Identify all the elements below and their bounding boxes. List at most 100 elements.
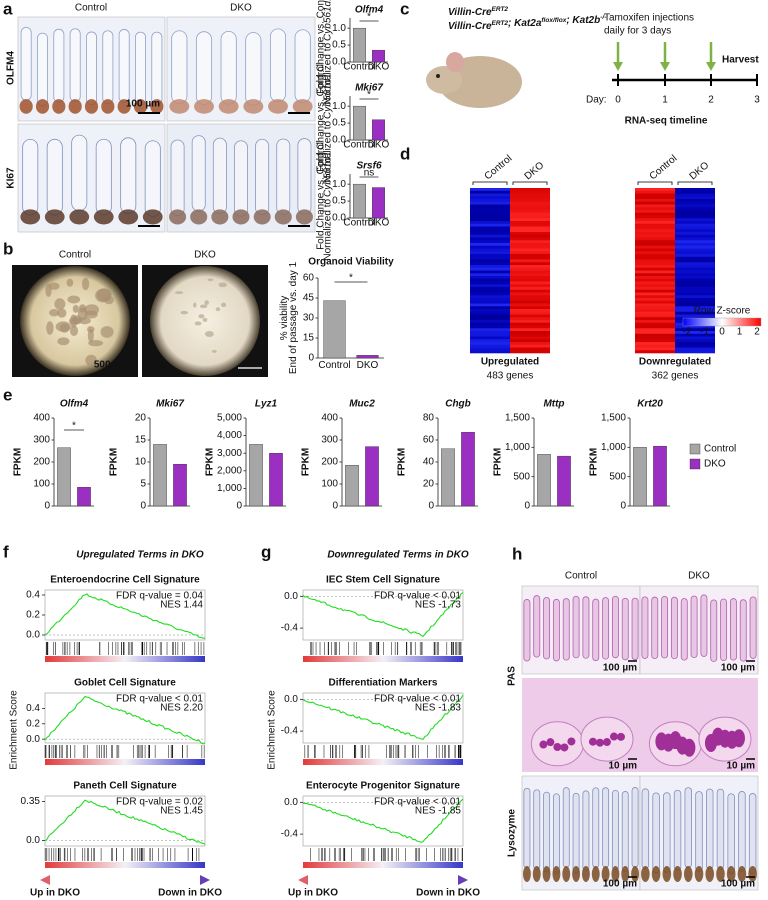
heatmap-cell (510, 320, 550, 324)
heatmap-cell (635, 248, 675, 252)
heatmap-cell (470, 306, 510, 310)
y-axis-label: FPKM (589, 448, 600, 476)
organoid (95, 288, 112, 303)
crypt (194, 99, 214, 114)
y-tick-label: 0.5 (332, 118, 346, 129)
y-tick-label: 80 (423, 413, 435, 424)
heatmap-cell (635, 254, 675, 258)
heatmap-cell (510, 245, 550, 249)
heatmap-cell (635, 325, 675, 329)
heatmap-cell (510, 331, 550, 335)
crypt (169, 209, 187, 225)
villus (220, 30, 237, 105)
column-header: DKO (194, 250, 216, 261)
crypt (44, 209, 65, 225)
goblet-granule (616, 732, 625, 741)
chart-title: Krt20 (637, 399, 663, 410)
y-axis-label: FPKM (109, 448, 120, 476)
column-bracket (677, 181, 713, 185)
y-axis-label-line: Normalized to (322, 199, 333, 261)
heatmap-cell (635, 234, 675, 238)
bar (57, 447, 71, 507)
heatmap-cell (470, 281, 510, 285)
stat-label: NES -1.73 (415, 600, 462, 611)
villus (710, 599, 718, 662)
heatmap-cell (470, 234, 510, 238)
heatmap-cell (675, 339, 715, 343)
villus (706, 788, 714, 870)
heatmap-cell (675, 243, 715, 247)
panel-label: c (400, 0, 409, 18)
debris (194, 321, 202, 326)
micrograph (522, 776, 640, 890)
villus (621, 791, 629, 872)
significance-label: * (349, 273, 353, 284)
villus (245, 32, 262, 106)
heatmap-cell (510, 254, 550, 258)
plot-frame (302, 795, 464, 847)
stat-label: FDR q-value < 0.01 (374, 694, 461, 705)
heatmap-cell (675, 234, 715, 238)
villus (144, 140, 161, 217)
legend-label: Control (704, 444, 736, 455)
bar (365, 446, 379, 507)
heatmap-cell (470, 303, 510, 307)
heatmap-cell (470, 328, 510, 332)
heatmap-cell (470, 251, 510, 255)
crypt (142, 209, 163, 225)
heatmap-cell (510, 295, 550, 299)
genotype-text: ; Kat2a (508, 18, 542, 29)
crypt (19, 99, 33, 114)
note: Tamoxifen injections (604, 13, 694, 24)
y-axis-label: Fold Change vs. ControlNormalized to Cyb5… (315, 142, 333, 261)
heatmap-cell (470, 204, 510, 208)
heatmap-cell (510, 193, 550, 197)
enrichment-curve (302, 694, 464, 741)
organoid (69, 325, 79, 337)
heatmap-cell (675, 344, 715, 348)
injection-arrowhead (613, 62, 623, 71)
mouse-head (426, 66, 462, 94)
y-tick-label: 0.0 (284, 694, 298, 705)
column-header: DKO (230, 3, 252, 14)
heatmap-cell (675, 298, 715, 302)
crypt (705, 866, 715, 883)
y-axis-label: Enrichment Score (9, 690, 20, 770)
crypt (253, 209, 271, 225)
organoid (54, 298, 66, 310)
heatmap-cell (470, 259, 510, 263)
chart-title: Lyz1 (255, 399, 278, 410)
y-axis-label-gene: Cyb561d1 (322, 73, 333, 119)
panel-title: Upregulated Terms in DKO (76, 550, 204, 561)
y-tick-label: 1,500 (601, 413, 626, 424)
micrograph (640, 586, 758, 674)
plot-title: Differentiation Markers (329, 678, 438, 689)
goblet-granule (609, 732, 618, 741)
arrow-label: Up in DKO (30, 888, 80, 899)
y-tick-label: 0.5 (332, 40, 346, 51)
villus (720, 598, 728, 661)
chart-title: Olfm4 (60, 399, 89, 410)
column-header: DKO (523, 160, 547, 182)
organoid (45, 283, 52, 297)
crypt (295, 209, 313, 225)
villus (663, 792, 671, 873)
stat-label: FDR q-value < 0.01 (374, 797, 461, 808)
y-tick-label: 0 (524, 501, 530, 512)
plot-title: Paneth Cell Signature (73, 781, 177, 792)
debris (174, 291, 184, 295)
villus (171, 30, 188, 104)
heatmap-cell (675, 267, 715, 271)
heatmap-cell (635, 212, 675, 216)
bar (633, 447, 647, 507)
heatmap-cell (510, 267, 550, 271)
y-tick-label: 0.35 (21, 796, 41, 807)
heatmap-cell (675, 245, 715, 249)
debris (204, 300, 209, 306)
y-tick-label: 3,000 (217, 448, 242, 459)
chart-title: Mki67 (355, 83, 383, 94)
y-tick-label: 0.2 (26, 610, 40, 621)
y-tick-label: 1,000 (601, 442, 626, 453)
y-axis-label: Fold Change vs. ControlNormalized to Cyb5… (315, 0, 333, 105)
